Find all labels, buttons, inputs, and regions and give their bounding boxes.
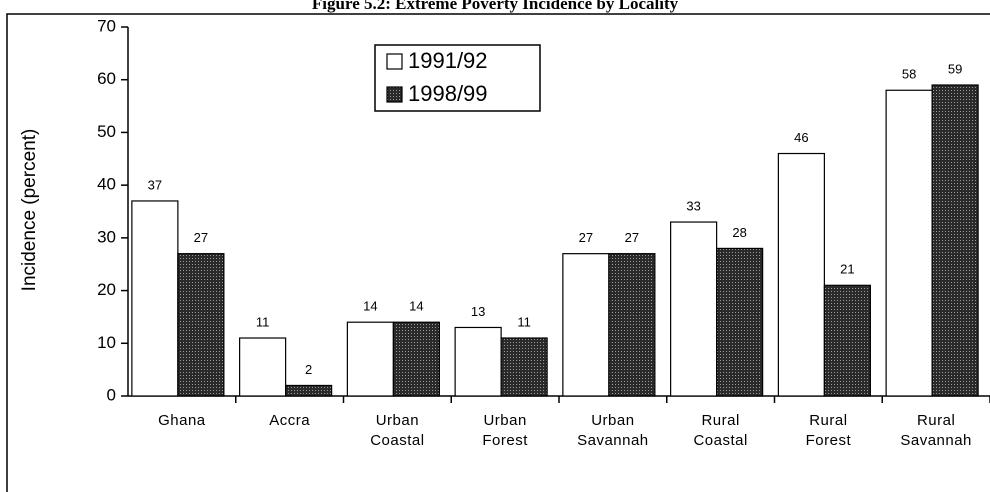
bar	[285, 384, 333, 397]
bar	[346, 321, 394, 397]
x-tick-label: Rural Coastal	[693, 412, 747, 449]
y-tick-label: 20	[97, 280, 116, 299]
value-label: 27	[625, 230, 639, 245]
y-tick-label: 40	[97, 175, 116, 194]
legend-swatch	[386, 86, 403, 103]
value-label: 2	[305, 362, 312, 377]
y-tick-label: 70	[97, 16, 116, 35]
value-label: 27	[194, 230, 208, 245]
legend-label: 1991/92	[408, 48, 488, 73]
y-axis-label: Incidence (percent)	[19, 129, 40, 292]
bar	[562, 253, 610, 397]
y-tick-label: 50	[97, 122, 116, 141]
bar	[931, 84, 979, 397]
value-label: 46	[794, 130, 808, 145]
value-label: 27	[579, 230, 593, 245]
bar	[716, 247, 764, 397]
value-label: 59	[948, 61, 962, 76]
value-label: 13	[471, 304, 485, 319]
x-tick-label: Urban Coastal	[370, 412, 424, 449]
bar	[239, 337, 287, 397]
x-tick-label: Urban Savannah	[577, 412, 649, 449]
bar	[454, 326, 502, 397]
bar	[885, 89, 933, 397]
x-tick-label: Ghana	[158, 412, 206, 429]
x-tick-label: Urban Forest	[482, 412, 528, 449]
value-label: 14	[363, 299, 377, 314]
bar	[392, 321, 440, 397]
y-tick-label: 30	[97, 227, 116, 246]
y-tick-label: 60	[97, 69, 116, 88]
bar	[608, 253, 656, 397]
bar	[131, 200, 179, 397]
y-tick-label: 0	[107, 385, 116, 404]
frame	[6, 13, 990, 492]
x-tick-label: Rural Forest	[806, 412, 852, 449]
value-label: 11	[256, 314, 270, 329]
y-tick-label: 10	[97, 333, 116, 352]
value-label: 28	[732, 225, 746, 240]
chart-title: Figure 5.2: Extreme Poverty Incidence by…	[312, 0, 679, 13]
value-label: 33	[686, 198, 700, 213]
x-tick-label: Rural Savannah	[900, 412, 972, 449]
value-label: 14	[409, 299, 423, 314]
legend-label: 1998/99	[408, 81, 488, 106]
x-tick-label: Accra	[269, 412, 310, 429]
bar	[500, 337, 548, 397]
legend-swatch	[386, 53, 403, 70]
value-label: 58	[902, 67, 916, 82]
bar	[823, 284, 871, 397]
value-label: 37	[148, 177, 162, 192]
bar	[670, 221, 718, 397]
bar	[177, 253, 225, 397]
value-label: 11	[517, 314, 531, 329]
value-label: 21	[840, 262, 854, 277]
bar	[777, 152, 825, 397]
